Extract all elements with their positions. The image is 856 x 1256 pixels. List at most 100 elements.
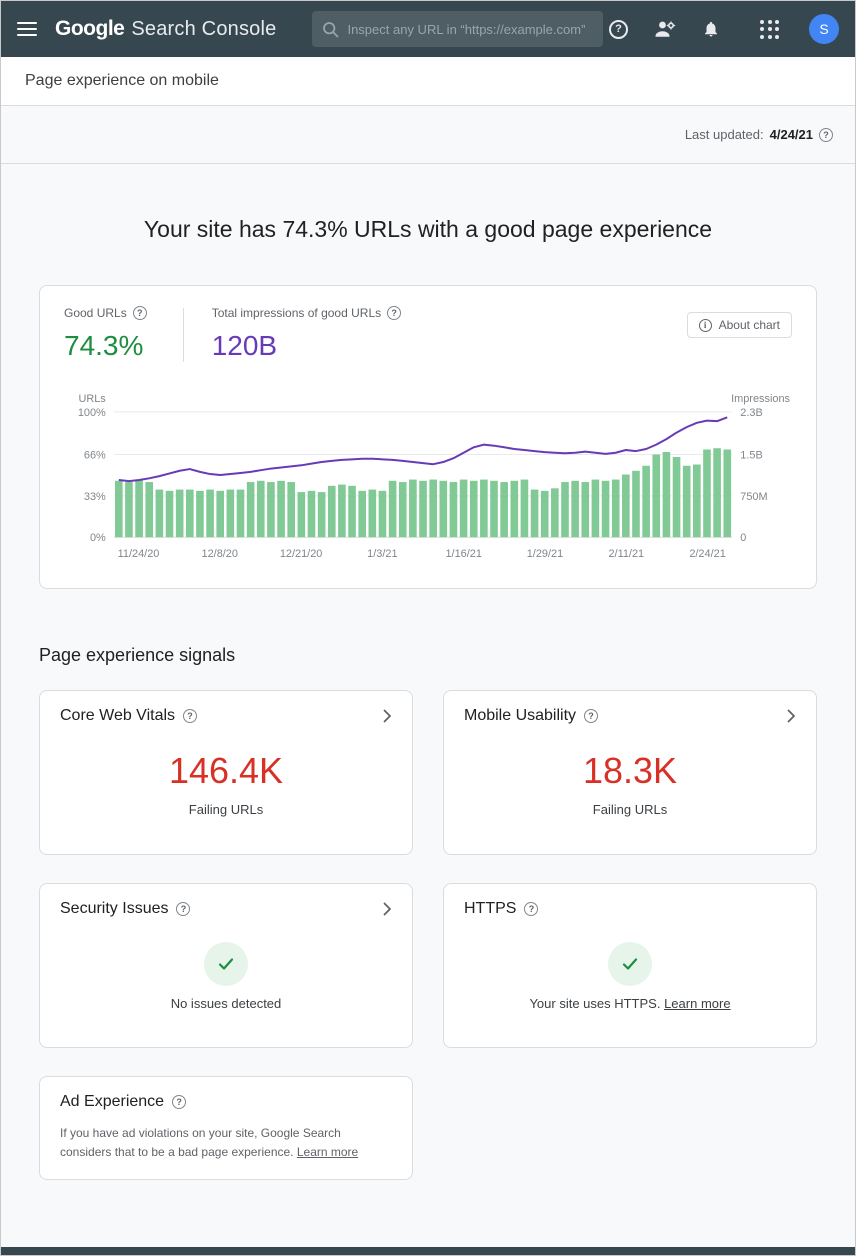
apps-button[interactable] [740, 14, 785, 45]
security-issues-card[interactable]: Security Issues No issues detected [39, 882, 413, 1048]
mobile-usability-caption: Failing URLs [592, 801, 668, 817]
google-wordmark: Google [55, 17, 125, 40]
svg-text:2/11/21: 2/11/21 [608, 548, 644, 560]
chart-bar [267, 482, 275, 538]
chart-bar [682, 465, 691, 538]
about-chart-label: About chart [718, 318, 780, 332]
chart-bar [185, 489, 194, 538]
chart-bar [114, 480, 123, 538]
chart-bar [246, 482, 255, 538]
chart-bar [145, 482, 154, 538]
chart-bar [723, 449, 732, 538]
mobile-usability-card[interactable]: Mobile Usability 18.3K Failing URLs [443, 689, 817, 855]
chart-bar [520, 479, 529, 538]
https-learn-more-link[interactable]: Learn more [664, 995, 731, 1011]
check-circle-icon [608, 941, 652, 986]
product-logo[interactable]: Google Search Console [55, 17, 276, 41]
footer-bar [1, 1247, 855, 1255]
chart-bar [480, 479, 488, 538]
chart-bar [338, 484, 346, 538]
chart-bar [439, 480, 448, 538]
url-inspection-searchbox[interactable] [312, 11, 603, 47]
mobile-usability-help-icon[interactable] [584, 708, 599, 723]
chart-bar [226, 489, 235, 538]
chart-bar [449, 482, 458, 538]
bell-icon [705, 21, 717, 37]
chart-bar [581, 482, 590, 538]
chart-area: 0% 0 33% 750M 66% 1.5B 100% 2.3B URLs Impressions… [64, 392, 792, 576]
menu-button[interactable] [11, 16, 43, 42]
chart-bar [135, 479, 143, 538]
user-settings-button[interactable] [648, 13, 682, 45]
chart-bar [601, 480, 610, 538]
url-inspection-input[interactable] [347, 21, 593, 37]
help-button[interactable] [603, 14, 634, 45]
chart-bar [368, 489, 377, 538]
svg-text:12/21/20: 12/21/20 [280, 548, 323, 560]
chart-bar [693, 464, 701, 538]
chart-bar [469, 480, 478, 538]
chart-bar [672, 457, 681, 538]
core-web-vitals-help-icon[interactable] [183, 708, 198, 723]
good-urls-label: Good URLs [64, 306, 127, 320]
chart-bar [236, 489, 245, 538]
svg-text:2.3B: 2.3B [740, 407, 762, 419]
chevron-right-icon[interactable] [787, 709, 796, 723]
good-urls-help-icon[interactable] [132, 306, 147, 320]
last-updated-label: Last updated: [684, 127, 764, 142]
https-title: HTTPS [464, 899, 517, 917]
security-issues-help-icon[interactable] [176, 901, 191, 916]
ad-experience-text: If you have ad violations on your site, … [60, 1125, 341, 1159]
chart-bar [125, 482, 133, 538]
svg-text:0%: 0% [90, 532, 106, 544]
chart-bar [175, 489, 184, 538]
svg-text:100%: 100% [78, 407, 106, 419]
chart-bar [530, 489, 539, 538]
info-icon [698, 318, 712, 332]
chart-bar [571, 480, 579, 538]
ad-experience-learn-more-link[interactable]: Learn more [296, 1144, 359, 1159]
summary-divider [182, 308, 184, 362]
https-caption: Your site uses HTTPS. [529, 995, 661, 1011]
svg-text:750M: 750M [740, 491, 767, 503]
chart-bar [256, 480, 265, 538]
breadcrumb-bar: Page experience on mobile [1, 57, 855, 106]
signals-grid: Core Web Vitals 146.4K Failing URLs Mobi… [39, 689, 817, 1181]
https-card: HTTPS Your site uses HTTPS. Learn more [443, 882, 817, 1048]
breadcrumb: Page experience on mobile [25, 72, 219, 89]
chart-bar [358, 490, 366, 538]
chart-summary-row: Good URLs 74.3% Total impressions of goo… [64, 306, 792, 362]
notifications-button[interactable] [696, 13, 726, 45]
last-updated-help-icon[interactable] [819, 127, 833, 142]
help-icon [609, 19, 628, 39]
svg-text:Impressions: Impressions [731, 393, 790, 405]
impressions-summary: Total impressions of good URLs 120B [212, 306, 402, 362]
chevron-right-icon[interactable] [383, 709, 392, 723]
last-updated-date: 4/24/21 [769, 127, 813, 142]
chevron-right-icon[interactable] [383, 902, 392, 916]
chart-bar [419, 480, 427, 538]
good-urls-value: 74.3% [64, 330, 144, 361]
chart-bar [551, 488, 559, 538]
chart-bar [652, 454, 661, 538]
chart-bar [591, 479, 600, 538]
ad-experience-help-icon[interactable] [172, 1094, 187, 1109]
chart-bar [611, 479, 620, 538]
core-web-vitals-card[interactable]: Core Web Vitals 146.4K Failing URLs [39, 689, 413, 855]
last-updated-strip: Last updated: 4/24/21 [1, 106, 855, 164]
security-issues-title: Security Issues [60, 899, 169, 917]
svg-text:1/3/21: 1/3/21 [367, 548, 397, 560]
app-header: Google Search Console [1, 1, 855, 57]
svg-text:1/16/21: 1/16/21 [445, 548, 481, 560]
about-chart-button[interactable]: About chart [686, 312, 792, 338]
svg-text:33%: 33% [84, 491, 106, 503]
svg-text:11/24/20: 11/24/20 [118, 548, 160, 560]
chart-bar [622, 474, 630, 538]
chart-bar [155, 489, 164, 538]
https-help-icon[interactable] [524, 901, 539, 916]
user-avatar[interactable]: S [809, 14, 839, 44]
hamburger-icon [17, 22, 37, 36]
chart-bar [540, 490, 549, 538]
impressions-help-icon[interactable] [387, 306, 402, 320]
